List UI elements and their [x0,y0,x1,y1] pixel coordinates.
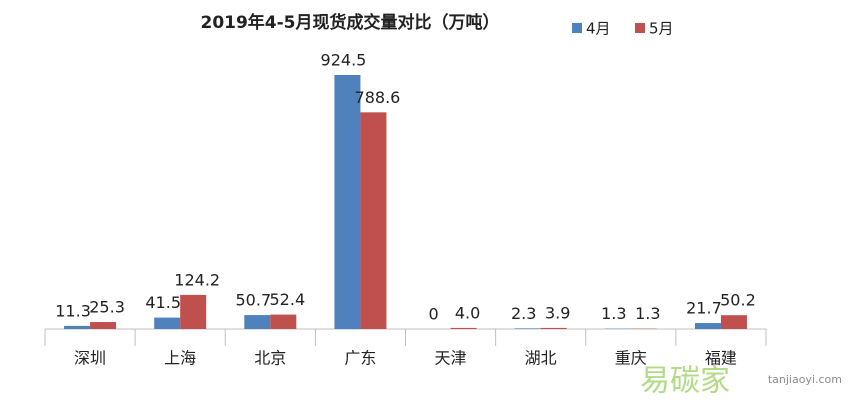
bar [450,327,477,329]
x-tick-label: 广东 [344,349,376,368]
x-tick-label: 福建 [705,349,737,368]
data-label: 25.3 [89,298,125,317]
data-label: 3.9 [545,303,570,322]
data-label: 788.6 [355,88,401,107]
data-label: 1.3 [635,304,660,323]
data-label: 11.3 [55,301,91,320]
data-label: 41.5 [145,293,181,312]
data-label: 124.2 [174,270,220,289]
bar [154,317,181,329]
data-label: 4.0 [455,303,480,322]
data-label: 52.4 [270,290,306,309]
data-label: 924.5 [321,51,367,70]
data-label: 1.3 [601,304,626,323]
legend-label: 5月 [649,20,674,38]
x-tick-label: 深圳 [74,349,106,368]
bar [514,328,541,329]
x-tick-label: 湖北 [525,349,557,368]
x-tick-label: 天津 [435,349,467,368]
chart-title: 2019年4-5月现货成交量对比（万吨） [200,12,499,33]
data-label: 2.3 [511,304,536,323]
bar [360,112,387,329]
bar [180,294,207,329]
bar [244,315,271,329]
bar [64,325,91,329]
watermark-brand: 易碳家 [640,364,730,399]
bar [90,322,117,329]
bar [334,75,361,329]
legend-swatch [635,23,645,33]
x-tick-label: 重庆 [615,349,647,368]
legend-label: 4月 [586,20,611,38]
bar [540,327,567,329]
data-label: 21.7 [686,299,722,318]
bar [694,323,721,329]
data-label: 50.7 [236,291,272,310]
bar [270,314,297,329]
legend-swatch [572,23,582,33]
x-tick-label: 上海 [164,349,196,368]
x-tick-label: 北京 [254,349,286,368]
bar [720,315,747,329]
data-label: 0 [428,305,438,324]
watermark-site: tanjiaoyi.com [768,373,842,386]
data-label: 50.2 [720,291,756,310]
